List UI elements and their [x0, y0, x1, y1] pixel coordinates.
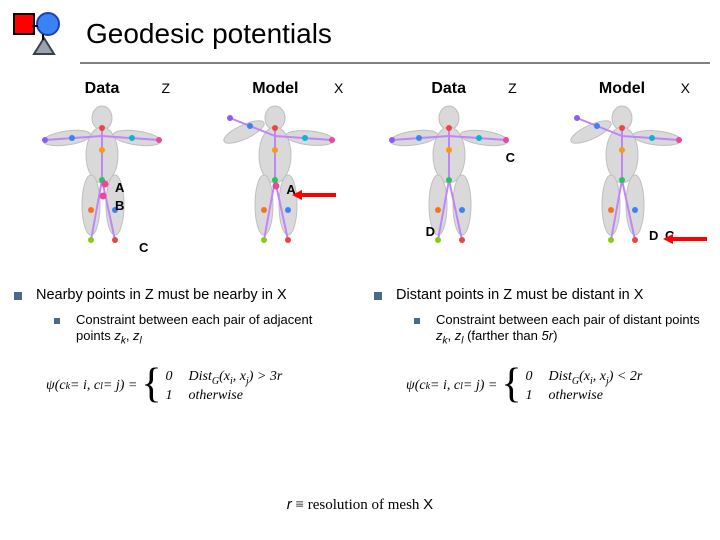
title-underline	[80, 62, 710, 64]
sub-bullet-icon	[414, 318, 420, 324]
panel-variable: Z	[161, 80, 170, 96]
left-formula: ψ(ck = i, cl = j) = { 0DistG(xi, xj) > 3…	[46, 362, 348, 410]
figure-row: Data Z	[22, 80, 702, 260]
bullet-icon	[374, 292, 382, 300]
point-label-b: B	[115, 198, 124, 213]
slide-logo	[10, 10, 74, 58]
panel-variable: X	[334, 80, 343, 96]
point-label-c: C	[139, 240, 148, 255]
right-column: Distant points in Z must be distant in X…	[360, 286, 720, 410]
red-arrow-icon	[663, 234, 707, 244]
right-sub-bullet: Constraint between each pair of distant …	[436, 312, 708, 348]
humanoid-figure: A	[200, 100, 350, 260]
slide-title: Geodesic potentials	[86, 18, 332, 50]
left-main-bullet: Nearby points in Z must be nearby in X	[36, 286, 348, 304]
footer-definition: r ≡ resolution of mesh X	[0, 496, 720, 514]
panel-variable: Z	[508, 80, 517, 96]
panel-data-z-left: Data Z	[22, 80, 182, 260]
sub-bullet-icon	[54, 318, 60, 324]
point-label-c: C	[506, 150, 515, 165]
panel-label: Data	[431, 80, 466, 98]
content-row: Nearby points in Z must be nearby in X C…	[0, 286, 720, 410]
red-arrow-icon	[292, 190, 336, 200]
right-formula: ψ(ck = i, cl = j) = { 0DistG(xi, xj) < 2…	[406, 362, 708, 410]
humanoid-figure: D C	[547, 100, 697, 260]
panel-label: Model	[252, 80, 298, 98]
humanoid-figure: C D	[374, 100, 524, 260]
panel-data-z-right: Data Z	[369, 80, 529, 260]
panel-label: Model	[599, 80, 645, 98]
point-label-a: A	[115, 180, 124, 195]
panel-model-x-left: Model X	[195, 80, 355, 260]
panel-model-x-right: Model X	[542, 80, 702, 260]
left-sub-bullet: Constraint between each pair of adjacent…	[76, 312, 348, 348]
left-column: Nearby points in Z must be nearby in X C…	[0, 286, 360, 410]
bullet-icon	[14, 292, 22, 300]
panel-variable: X	[681, 80, 690, 96]
panel-label: Data	[85, 80, 120, 98]
humanoid-figure: A B C	[27, 100, 177, 260]
point-label-d: D	[649, 228, 658, 243]
right-main-bullet: Distant points in Z must be distant in X	[396, 286, 708, 304]
point-label-d: D	[426, 224, 435, 239]
